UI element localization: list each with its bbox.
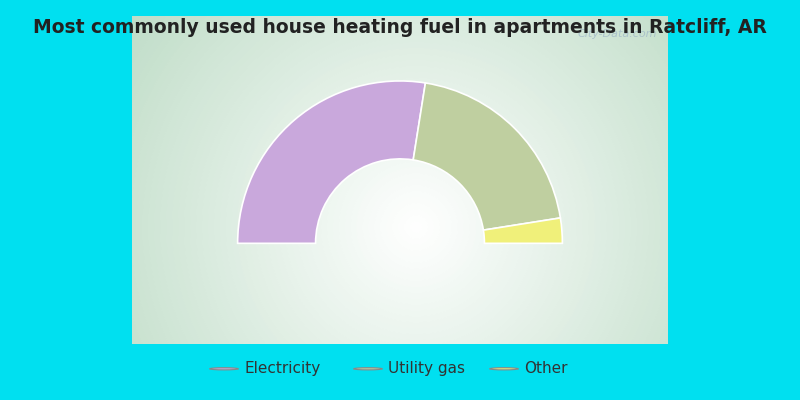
Circle shape bbox=[154, 0, 678, 400]
Circle shape bbox=[321, 132, 511, 322]
Circle shape bbox=[178, 0, 654, 400]
Circle shape bbox=[101, 0, 732, 400]
Circle shape bbox=[398, 209, 434, 245]
Circle shape bbox=[354, 368, 382, 370]
Circle shape bbox=[374, 186, 458, 269]
Circle shape bbox=[267, 78, 565, 376]
Wedge shape bbox=[238, 81, 426, 243]
Circle shape bbox=[255, 66, 577, 388]
Circle shape bbox=[160, 0, 672, 400]
Circle shape bbox=[220, 31, 613, 400]
Wedge shape bbox=[483, 218, 562, 243]
Circle shape bbox=[350, 162, 482, 292]
Text: Utility gas: Utility gas bbox=[388, 361, 465, 376]
Text: Most commonly used house heating fuel in apartments in Ratcliff, AR: Most commonly used house heating fuel in… bbox=[33, 18, 767, 37]
Circle shape bbox=[94, 0, 738, 400]
Circle shape bbox=[226, 36, 606, 400]
Circle shape bbox=[339, 150, 494, 304]
Circle shape bbox=[357, 168, 476, 287]
Circle shape bbox=[297, 108, 535, 346]
Circle shape bbox=[106, 0, 726, 400]
Circle shape bbox=[148, 0, 684, 400]
Circle shape bbox=[184, 0, 649, 400]
Circle shape bbox=[190, 1, 642, 400]
Circle shape bbox=[315, 126, 518, 328]
Circle shape bbox=[202, 13, 630, 400]
Circle shape bbox=[393, 203, 440, 251]
Circle shape bbox=[404, 215, 428, 239]
Circle shape bbox=[243, 54, 589, 400]
Circle shape bbox=[303, 114, 530, 340]
Circle shape bbox=[59, 0, 774, 400]
Circle shape bbox=[130, 0, 702, 400]
Circle shape bbox=[196, 7, 637, 400]
Circle shape bbox=[410, 221, 422, 233]
Circle shape bbox=[118, 0, 714, 400]
Circle shape bbox=[381, 191, 452, 263]
Circle shape bbox=[208, 19, 625, 400]
Circle shape bbox=[113, 0, 720, 400]
Circle shape bbox=[386, 197, 446, 257]
Circle shape bbox=[291, 102, 542, 352]
Text: City-Data.com: City-Data.com bbox=[577, 29, 657, 39]
Circle shape bbox=[214, 25, 618, 400]
Circle shape bbox=[238, 48, 595, 400]
Circle shape bbox=[232, 42, 601, 400]
Wedge shape bbox=[414, 83, 560, 230]
Circle shape bbox=[279, 90, 553, 364]
Circle shape bbox=[65, 0, 767, 400]
Circle shape bbox=[210, 368, 238, 370]
Circle shape bbox=[89, 0, 744, 400]
Circle shape bbox=[369, 180, 464, 275]
Circle shape bbox=[274, 84, 559, 370]
Circle shape bbox=[83, 0, 750, 400]
Circle shape bbox=[262, 72, 571, 382]
Circle shape bbox=[327, 138, 506, 316]
Circle shape bbox=[286, 96, 547, 358]
Circle shape bbox=[333, 144, 499, 310]
Circle shape bbox=[345, 156, 488, 298]
Text: Electricity: Electricity bbox=[244, 361, 320, 376]
Circle shape bbox=[490, 368, 518, 370]
Circle shape bbox=[362, 174, 470, 281]
Circle shape bbox=[172, 0, 660, 400]
Circle shape bbox=[309, 120, 523, 334]
Text: Other: Other bbox=[524, 361, 567, 376]
Circle shape bbox=[125, 0, 708, 400]
Circle shape bbox=[71, 0, 762, 400]
Circle shape bbox=[77, 0, 756, 400]
Circle shape bbox=[250, 60, 583, 394]
Circle shape bbox=[142, 0, 690, 400]
Circle shape bbox=[166, 0, 666, 400]
Circle shape bbox=[137, 0, 696, 400]
